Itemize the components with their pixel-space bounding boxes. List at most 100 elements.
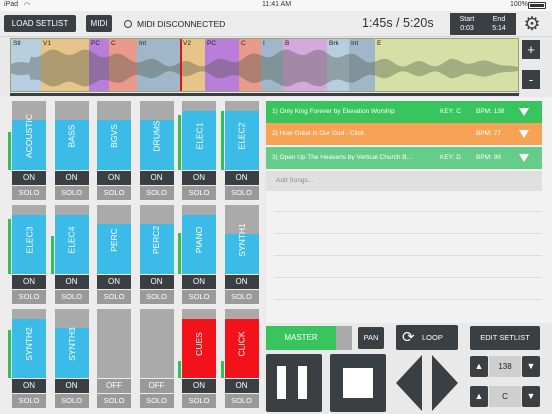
section-segment[interactable]: Stl bbox=[11, 39, 41, 91]
channel-on-button[interactable]: ON bbox=[224, 171, 259, 185]
channel-on-button[interactable]: ON bbox=[224, 275, 259, 289]
channel-on-button[interactable]: ON bbox=[182, 275, 216, 289]
add-songs-button[interactable]: Add Songs... bbox=[266, 171, 542, 191]
channel-solo-button[interactable]: SOLO bbox=[54, 394, 89, 408]
master-level[interactable] bbox=[336, 326, 352, 350]
channel-on-button[interactable]: ON bbox=[12, 379, 46, 393]
channel-on-button[interactable]: ON bbox=[182, 379, 216, 393]
channel-on-button[interactable]: ON bbox=[54, 379, 89, 393]
channel-fader[interactable]: DRUMS bbox=[139, 101, 174, 170]
setlist-song[interactable]: 3) Open Up The Heavens by Vertical Churc… bbox=[266, 147, 542, 169]
next-song-icon[interactable] bbox=[432, 355, 458, 411]
loop-button[interactable]: ⟳ LOOP bbox=[396, 325, 458, 350]
previous-song-icon[interactable] bbox=[396, 355, 422, 411]
channel-level-meter bbox=[50, 236, 54, 274]
stop-icon bbox=[343, 368, 373, 398]
channel-solo-button[interactable]: SOLO bbox=[97, 290, 131, 304]
stop-button[interactable] bbox=[330, 354, 386, 412]
section-segment[interactable]: C bbox=[239, 39, 261, 91]
key-down-icon[interactable]: ▼ bbox=[522, 386, 540, 407]
key-up-icon[interactable]: ▲ bbox=[470, 386, 488, 407]
channel-fader[interactable]: PIANO bbox=[182, 205, 216, 274]
channel-solo-button[interactable]: SOLO bbox=[97, 394, 131, 408]
gear-icon[interactable]: ⚙ bbox=[523, 14, 541, 35]
waveform-scrollbar[interactable] bbox=[10, 93, 519, 96]
chevron-down-icon[interactable] bbox=[519, 130, 529, 138]
channel-solo-button[interactable]: SOLO bbox=[182, 290, 216, 304]
channel-solo-button[interactable]: SOLO bbox=[12, 394, 46, 408]
channel-on-button[interactable]: ON bbox=[224, 379, 259, 393]
section-segment[interactable]: I bbox=[261, 39, 283, 91]
channel-fader[interactable]: SYNTH2 bbox=[12, 309, 46, 378]
section-segment[interactable]: C bbox=[109, 39, 137, 91]
channel-fader[interactable]: ELEC3 bbox=[12, 205, 46, 274]
channel-solo-button[interactable]: SOLO bbox=[97, 186, 131, 200]
channel-fader[interactable]: SYNTH3 bbox=[54, 309, 89, 378]
channel-solo-button[interactable]: SOLO bbox=[224, 186, 259, 200]
tempo-up-icon[interactable]: ▲ bbox=[470, 356, 488, 377]
channel-fader[interactable]: ELEC2 bbox=[224, 101, 259, 170]
section-segment[interactable]: V2 bbox=[181, 39, 205, 91]
edit-setlist-button[interactable]: EDIT SETLIST bbox=[470, 326, 540, 350]
channel-fader[interactable]: PERC2 bbox=[139, 205, 174, 274]
master-control[interactable]: MASTER bbox=[266, 326, 352, 350]
channel-fader[interactable]: ELEC4 bbox=[54, 205, 89, 274]
section-segment[interactable]: E bbox=[375, 39, 518, 91]
channel-fader[interactable]: CUES bbox=[182, 309, 216, 378]
channel-on-button[interactable]: ON bbox=[54, 275, 89, 289]
section-segment[interactable]: PC bbox=[89, 39, 109, 91]
channel-on-button[interactable]: ON bbox=[97, 171, 131, 185]
waveform-timeline[interactable]: Stl V1 PC C Int V2 PC C I B Brk Int E bbox=[10, 38, 519, 92]
midi-button[interactable]: MIDI bbox=[86, 15, 112, 32]
channel-solo-button[interactable]: SOLO bbox=[224, 290, 259, 304]
channel-solo-button[interactable]: SOLO bbox=[224, 394, 259, 408]
channel-solo-button[interactable]: SOLO bbox=[139, 394, 174, 408]
channel-fader[interactable] bbox=[97, 309, 131, 378]
end-label: End bbox=[492, 16, 506, 23]
section-segment[interactable]: Int bbox=[349, 39, 375, 91]
channel-solo-button[interactable]: SOLO bbox=[54, 290, 89, 304]
channel-fader[interactable]: SYNTH1 bbox=[224, 205, 259, 274]
section-segment[interactable]: V1 bbox=[41, 39, 89, 91]
channel-fader[interactable] bbox=[139, 309, 174, 378]
pan-button[interactable]: PAN bbox=[358, 327, 384, 349]
channel-solo-button[interactable]: SOLO bbox=[182, 186, 216, 200]
channel-solo-button[interactable]: SOLO bbox=[139, 290, 174, 304]
zoom-out-button[interactable]: - bbox=[522, 70, 540, 89]
channel-fader[interactable]: ELEC1 bbox=[182, 101, 216, 170]
channel-fader[interactable]: BASS bbox=[54, 101, 89, 170]
channel-solo-button[interactable]: SOLO bbox=[182, 394, 216, 408]
chevron-down-icon[interactable] bbox=[519, 154, 529, 162]
pause-button[interactable] bbox=[266, 354, 322, 412]
section-segment[interactable]: B bbox=[283, 39, 327, 91]
channel-on-button[interactable]: OFF bbox=[97, 379, 131, 393]
section-segment[interactable]: Brk bbox=[327, 39, 349, 91]
chevron-down-icon[interactable] bbox=[519, 108, 529, 116]
channel-solo-button[interactable]: SOLO bbox=[54, 186, 89, 200]
channel-on-button[interactable]: ON bbox=[97, 275, 131, 289]
playhead[interactable] bbox=[180, 39, 182, 91]
channel-on-button[interactable]: ON bbox=[182, 171, 216, 185]
master-button[interactable]: MASTER bbox=[266, 326, 336, 350]
channel-on-button[interactable]: ON bbox=[139, 275, 174, 289]
start-end-box[interactable]: Start 0:03 End 5:14 bbox=[450, 13, 516, 35]
channel-on-button[interactable]: ON bbox=[54, 171, 89, 185]
load-setlist-button[interactable]: LOAD SETLIST bbox=[4, 15, 76, 32]
section-segment[interactable]: PC bbox=[205, 39, 239, 91]
channel-fader[interactable]: PERC bbox=[97, 205, 131, 274]
tempo-down-icon[interactable]: ▼ bbox=[522, 356, 540, 377]
channel-on-button[interactable]: OFF bbox=[139, 379, 174, 393]
channel-fader[interactable]: BGVS bbox=[97, 101, 131, 170]
setlist-song[interactable]: 2) How Great Is Our God - Click BPM: 77 bbox=[266, 123, 542, 145]
channel-solo-button[interactable]: SOLO bbox=[139, 186, 174, 200]
channel-solo-button[interactable]: SOLO bbox=[12, 290, 46, 304]
channel-solo-button[interactable]: SOLO bbox=[12, 186, 46, 200]
channel-fader[interactable]: ACOUSTIC bbox=[12, 101, 46, 170]
section-segment[interactable]: Int bbox=[137, 39, 181, 91]
channel-fader[interactable]: CLICK bbox=[224, 309, 259, 378]
channel-on-button[interactable]: ON bbox=[12, 275, 46, 289]
setlist-song[interactable]: 1) Only King Forever by Elevation Worshi… bbox=[266, 101, 542, 123]
channel-on-button[interactable]: ON bbox=[139, 171, 174, 185]
zoom-in-button[interactable]: + bbox=[522, 40, 540, 59]
channel-on-button[interactable]: ON bbox=[12, 171, 46, 185]
